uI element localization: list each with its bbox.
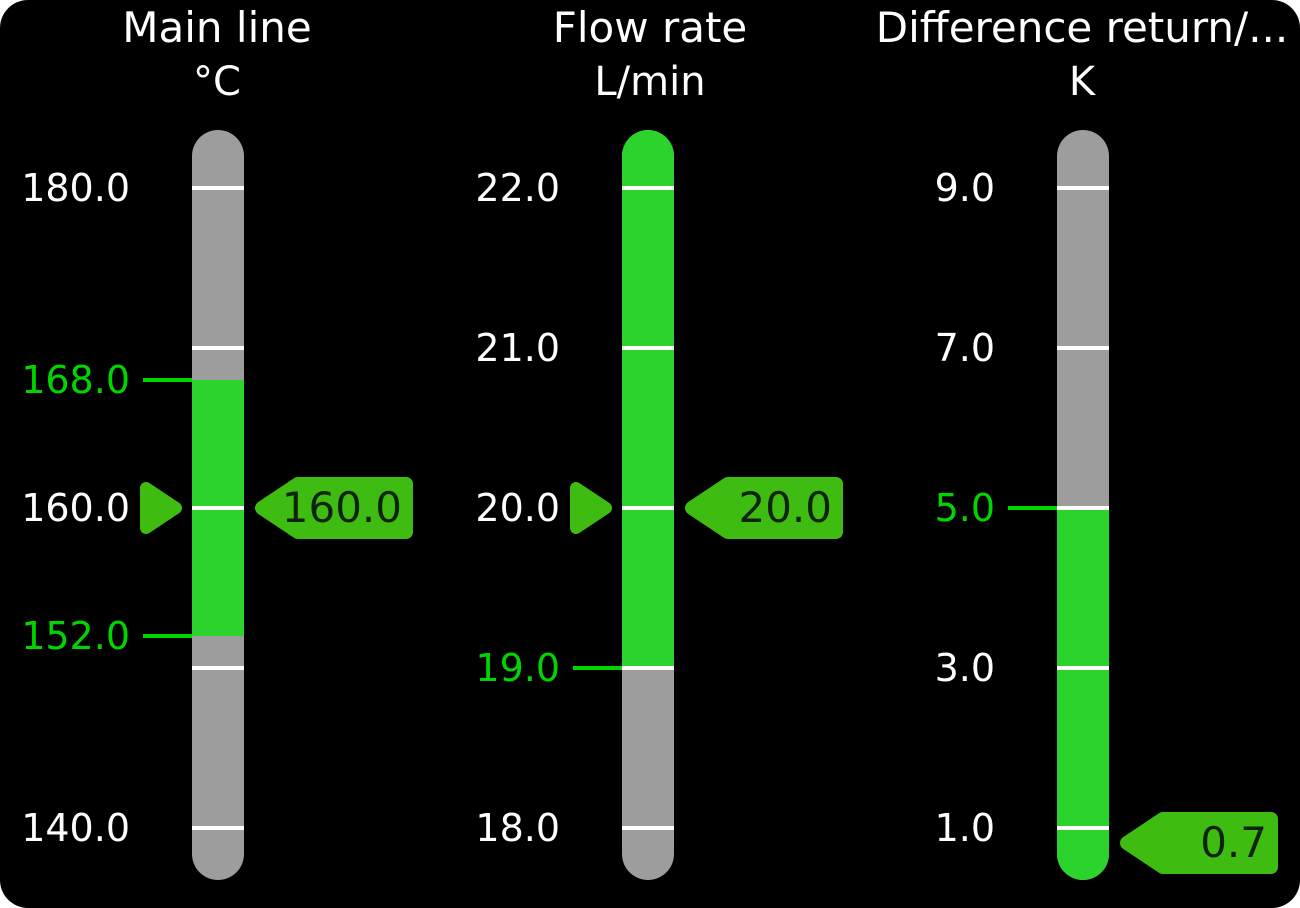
value-pointer-icon-main-line xyxy=(140,482,182,534)
scale-label-difference-return-3.0: 3.0 xyxy=(934,646,995,690)
value-tag-main-line: 160.0 xyxy=(255,477,413,539)
gauge-unit-flow-rate: L/min xyxy=(594,59,706,105)
tick-difference-return-1 xyxy=(1057,826,1109,830)
gauge-bar-difference-return xyxy=(1057,130,1109,880)
scale-label-flow-rate-21.0: 21.0 xyxy=(475,326,560,370)
tick-difference-return-3 xyxy=(1057,666,1109,670)
value-tag-difference-return: 0.7 xyxy=(1120,812,1278,874)
value-tag-flow-rate: 20.0 xyxy=(685,477,843,539)
gauge-bar-flow-rate xyxy=(622,130,674,880)
gauge-title-main-line: Main line xyxy=(122,3,312,52)
threshold-line-main-line-152.0 xyxy=(143,634,192,638)
tick-flow-rate-18 xyxy=(622,826,674,830)
tick-main-line-160 xyxy=(192,506,244,510)
scale-label-flow-rate-20.0: 20.0 xyxy=(475,486,560,530)
threshold-line-flow-rate-19.0 xyxy=(573,666,622,670)
tick-main-line-140 xyxy=(192,826,244,830)
tick-difference-return-7 xyxy=(1057,346,1109,350)
scale-label-flow-rate-18.0: 18.0 xyxy=(475,806,560,850)
tick-main-line-170 xyxy=(192,346,244,350)
value-pointer-icon-flow-rate xyxy=(570,482,612,534)
scale-label-flow-rate-22.0: 22.0 xyxy=(475,166,560,210)
scale-label-difference-return-1.0: 1.0 xyxy=(934,806,995,850)
gauge-title-difference-return: Difference return/... xyxy=(875,3,1289,52)
tick-flow-rate-22 xyxy=(622,186,674,190)
scale-label-difference-return-9.0: 9.0 xyxy=(934,166,995,210)
green-zone-difference-return xyxy=(1057,508,1109,880)
gauge-title-flow-rate: Flow rate xyxy=(552,3,748,52)
tick-flow-rate-21 xyxy=(622,346,674,350)
value-tag-text-difference-return: 0.7 xyxy=(1200,818,1267,867)
tick-difference-return-9 xyxy=(1057,186,1109,190)
value-tag-text-main-line: 160.0 xyxy=(282,483,402,532)
tick-main-line-150 xyxy=(192,666,244,670)
threshold-line-difference-return-5.0 xyxy=(1008,506,1057,510)
scale-label-main-line-168.0: 168.0 xyxy=(21,358,130,402)
scale-label-main-line-180.0: 180.0 xyxy=(21,166,130,210)
scale-label-difference-return-5.0: 5.0 xyxy=(934,486,995,530)
gauge-unit-main-line: °C xyxy=(193,59,241,105)
scale-label-difference-return-7.0: 7.0 xyxy=(934,326,995,370)
green-zone-flow-rate xyxy=(622,130,674,668)
tick-flow-rate-19 xyxy=(622,666,674,670)
gauge-unit-difference-return: K xyxy=(1068,59,1096,105)
scale-label-main-line-140.0: 140.0 xyxy=(21,806,130,850)
scale-label-flow-rate-19.0: 19.0 xyxy=(475,646,560,690)
tick-main-line-180 xyxy=(192,186,244,190)
value-tag-text-flow-rate: 20.0 xyxy=(738,483,832,532)
tick-flow-rate-20 xyxy=(622,506,674,510)
scale-label-main-line-152.0: 152.0 xyxy=(21,614,130,658)
tick-difference-return-5 xyxy=(1057,506,1109,510)
scale-label-main-line-160.0: 160.0 xyxy=(21,486,130,530)
threshold-line-main-line-168.0 xyxy=(143,378,192,382)
gauge-bar-main-line xyxy=(192,130,244,880)
